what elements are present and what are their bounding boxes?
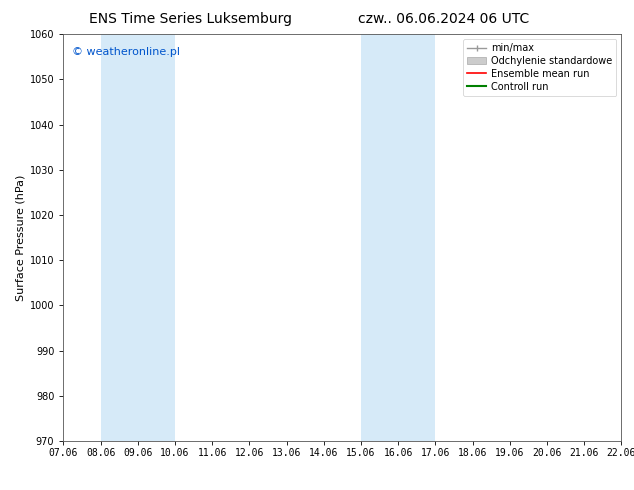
Text: ENS Time Series Luksemburg: ENS Time Series Luksemburg xyxy=(89,12,292,26)
Y-axis label: Surface Pressure (hPa): Surface Pressure (hPa) xyxy=(16,174,25,301)
Bar xyxy=(361,34,436,441)
Bar xyxy=(101,34,175,441)
Text: czw.. 06.06.2024 06 UTC: czw.. 06.06.2024 06 UTC xyxy=(358,12,529,26)
Legend: min/max, Odchylenie standardowe, Ensemble mean run, Controll run: min/max, Odchylenie standardowe, Ensembl… xyxy=(463,39,616,96)
Text: © weatheronline.pl: © weatheronline.pl xyxy=(72,47,180,56)
Bar xyxy=(621,34,634,441)
